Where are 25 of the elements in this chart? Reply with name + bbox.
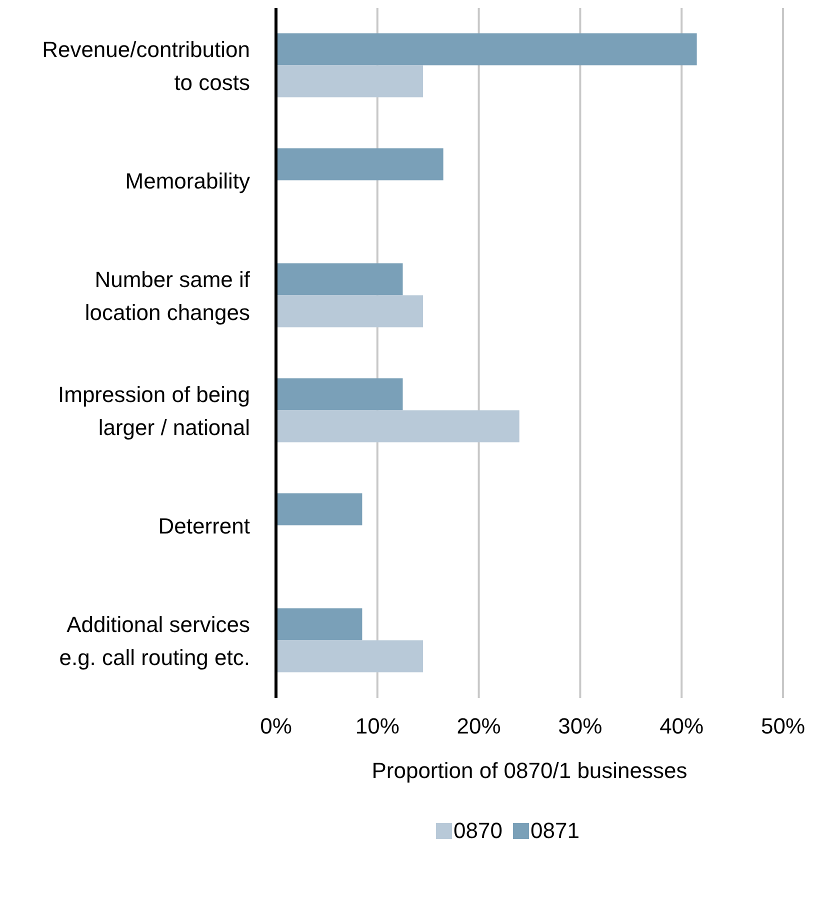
bar [276,640,424,672]
bar [276,148,444,180]
bar [276,378,403,410]
bar [276,295,424,328]
y-tick-label: Additional services e.g. call routing etc. [59,612,250,670]
bar [276,493,362,526]
y-tick-label: Revenue/contribution to costs [42,36,250,94]
legend-label: 0870 [452,818,502,844]
x-axis-title: Proportion of 0870/1 businesses [372,758,688,783]
legend-label: 0871 [530,818,580,844]
x-tick-label: 30% [558,714,602,739]
x-tick-label: 20% [456,714,501,739]
bar [276,410,520,442]
y-tick-label: Memorability [125,168,250,193]
x-tick-label: 50% [760,714,806,739]
bar [276,65,424,98]
y-tick-label: Deterrent [158,513,250,538]
bar [276,33,697,66]
y-tick-label: Impression of being larger / national [58,382,250,440]
bar [276,608,362,640]
y-tick-label: Number same if location changes [84,266,251,324]
bar [276,263,403,296]
x-tick-label: 10% [355,714,400,739]
x-tick-label: 40% [660,714,704,739]
x-tick-label: 0% [260,714,292,739]
